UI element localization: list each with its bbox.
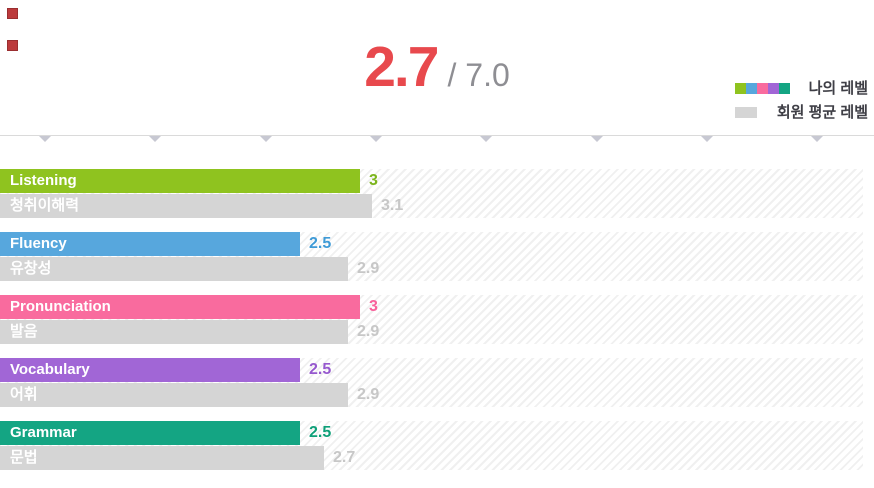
- skill-row-vocabulary: Vocabulary 2.5 어휘 2.9: [0, 358, 863, 407]
- skill-label-en: Listening: [10, 172, 77, 189]
- skill-label-en: Vocabulary: [10, 361, 90, 378]
- skill-row-grammar: Grammar 2.5 문법 2.7: [0, 421, 863, 470]
- avg-level-bar: 청취이해력: [0, 194, 372, 218]
- my-level-value: 3: [369, 298, 378, 315]
- legend: 나의 레벨 회원 평균 레벨: [735, 77, 868, 125]
- avg-level-bar: 발음: [0, 320, 348, 344]
- avg-level-bar: 유창성: [0, 257, 348, 281]
- my-level-bar: Vocabulary: [0, 358, 300, 382]
- my-level-value: 2.5: [309, 235, 332, 252]
- my-level-bar: Listening: [0, 169, 360, 193]
- my-level-bar: Fluency: [0, 232, 300, 256]
- skill-row-fluency: Fluency 2.5 유창성 2.9: [0, 232, 863, 281]
- skill-label-ko: 발음: [10, 323, 38, 340]
- skill-label-ko: 청취이해력: [10, 197, 80, 214]
- legend-row-my-level: 나의 레벨: [735, 77, 868, 101]
- overall-score: 2.7: [364, 35, 439, 99]
- skill-label-en: Fluency: [10, 235, 67, 252]
- broken-image-icon: [7, 40, 18, 51]
- tick-triangle-icon: [260, 136, 272, 142]
- my-level-value: 3: [369, 172, 378, 189]
- skill-label-ko: 어휘: [10, 386, 38, 403]
- avg-level-value: 2.9: [357, 386, 380, 403]
- scale-ruler: [0, 135, 874, 136]
- skill-label-en: Grammar: [10, 424, 77, 441]
- avg-level-swatch-icon: [735, 107, 757, 118]
- tick-triangle-icon: [149, 136, 161, 142]
- avg-level-bar: 어휘: [0, 383, 348, 407]
- avg-level-value: 2.9: [357, 260, 380, 277]
- avg-level-bar: 문법: [0, 446, 324, 470]
- legend-row-avg-level: 회원 평균 레벨: [735, 101, 868, 125]
- my-level-value: 2.5: [309, 361, 332, 378]
- tick-triangle-icon: [811, 136, 823, 142]
- avg-level-value: 3.1: [381, 197, 404, 214]
- skill-row-listening: Listening 3 청취이해력 3.1: [0, 169, 863, 218]
- tick-triangle-icon: [591, 136, 603, 142]
- overall-score-header: 2.7 / 7.0: [0, 34, 874, 100]
- my-level-value: 2.5: [309, 424, 332, 441]
- tick-triangle-icon: [39, 136, 51, 142]
- broken-image-icon: [7, 8, 18, 19]
- my-level-bar: Pronunciation: [0, 295, 360, 319]
- tick-triangle-icon: [480, 136, 492, 142]
- my-level-label: 나의 레벨: [808, 80, 868, 97]
- avg-level-value: 2.9: [357, 323, 380, 340]
- my-level-bar: Grammar: [0, 421, 300, 445]
- tick-triangle-icon: [701, 136, 713, 142]
- avg-level-value: 2.7: [333, 449, 356, 466]
- my-level-swatch-icon: [735, 83, 790, 94]
- skill-label-ko: 유창성: [10, 260, 52, 277]
- avg-level-label: 회원 평균 레벨: [776, 104, 868, 121]
- skill-label-en: Pronunciation: [10, 298, 111, 315]
- tick-triangle-icon: [370, 136, 382, 142]
- skill-label-ko: 문법: [10, 449, 38, 466]
- skill-row-pronunciation: Pronunciation 3 발음 2.9: [0, 295, 863, 344]
- overall-score-max: / 7.0: [447, 57, 510, 93]
